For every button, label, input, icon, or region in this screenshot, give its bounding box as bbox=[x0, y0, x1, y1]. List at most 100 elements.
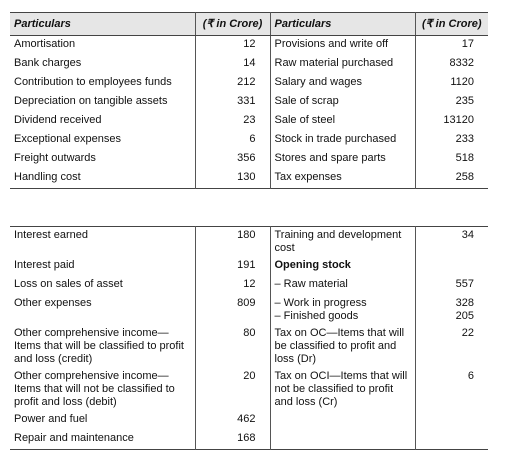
label-cell: Provisions and write off bbox=[270, 35, 416, 55]
row: Interest paid 191 Opening stock bbox=[10, 257, 488, 276]
row: Handling cost 130 Tax expenses 258 bbox=[10, 169, 488, 189]
value-cell: 258 bbox=[415, 169, 488, 189]
label: Sale of steel bbox=[274, 114, 336, 126]
label-cell: Freight outwards bbox=[10, 150, 196, 169]
value-cell: 180 bbox=[195, 226, 271, 257]
value-cell: 328 205 bbox=[415, 295, 488, 325]
value-cell: 12 bbox=[195, 35, 271, 55]
label: Handling cost bbox=[14, 171, 81, 183]
value-cell: 462 bbox=[195, 411, 271, 430]
value: 235 bbox=[455, 95, 474, 107]
label: Other comprehensive income—Items that wi… bbox=[14, 370, 175, 408]
value-cell: 331 bbox=[195, 93, 271, 112]
value: 205 bbox=[455, 310, 474, 322]
row: Dividend received 23 Sale of steel 13120 bbox=[10, 112, 488, 131]
value: 13120 bbox=[443, 114, 474, 126]
value: 212 bbox=[237, 76, 256, 88]
value: 8332 bbox=[449, 57, 474, 69]
row: Contribution to employees funds 212 Salary… bbox=[10, 74, 488, 93]
value-cell: 23 bbox=[195, 112, 271, 131]
label-cell: Repair and maintenance bbox=[10, 430, 196, 450]
label: Dividend received bbox=[14, 114, 102, 126]
header-cell: Particulars bbox=[10, 12, 196, 36]
label: Sale of scrap bbox=[274, 95, 339, 107]
label-cell: Power and fuel bbox=[10, 411, 196, 430]
row: Freight outwards 356 Stores and spare part… bbox=[10, 150, 488, 169]
value-cell: 809 bbox=[195, 295, 271, 325]
value-cell: 80 bbox=[195, 325, 271, 368]
value-cell: 235 bbox=[415, 93, 488, 112]
value: 356 bbox=[237, 152, 256, 164]
value-cell: 20 bbox=[195, 368, 271, 411]
label: Tax on OC—Items that will be classified … bbox=[274, 327, 405, 365]
header-cell: (₹ in Crore) bbox=[415, 12, 488, 36]
value: 23 bbox=[243, 114, 256, 126]
label-cell bbox=[270, 411, 416, 430]
label-cell: Tax expenses bbox=[270, 169, 416, 189]
label-cell: Raw material purchased bbox=[270, 55, 416, 74]
value: 20 bbox=[243, 370, 256, 382]
value-cell: 17 bbox=[415, 36, 488, 56]
value-cell: 168 bbox=[195, 430, 271, 450]
label-cell: Exceptional expenses bbox=[10, 131, 196, 150]
label-cell: Tax on OCI—Items that will not be classi… bbox=[270, 368, 416, 411]
label-cell: Contribution to employees funds bbox=[10, 74, 196, 93]
label: Depreciation on tangible assets bbox=[14, 95, 168, 107]
label-cell: Stores and spare parts bbox=[270, 150, 416, 169]
value: 12 bbox=[243, 38, 256, 50]
label: – Raw material bbox=[274, 278, 348, 290]
value: 462 bbox=[237, 413, 256, 425]
value: 258 bbox=[455, 171, 474, 183]
value: 557 bbox=[455, 278, 474, 290]
label: Raw material purchased bbox=[274, 57, 394, 69]
label: Opening stock bbox=[274, 259, 351, 271]
value: 22 bbox=[461, 327, 474, 339]
value-cell bbox=[415, 257, 488, 276]
label-cell: Stock in trade purchased bbox=[270, 131, 416, 150]
label: Interest earned bbox=[14, 229, 88, 241]
row: Depreciation on tangible assets 331 Sale o… bbox=[10, 93, 488, 112]
label: Other comprehensive income—Items that wi… bbox=[14, 327, 184, 365]
value: 331 bbox=[237, 95, 256, 107]
label: Exceptional expenses bbox=[14, 133, 122, 145]
label: Tax on OCI—Items that will not be classi… bbox=[274, 370, 408, 408]
value: 328 bbox=[455, 297, 474, 309]
value-cell: 1120 bbox=[415, 74, 488, 93]
value: 34 bbox=[461, 229, 474, 241]
row: Interest earned 180 Training and developme… bbox=[10, 226, 488, 257]
value: 130 bbox=[237, 171, 256, 183]
value-cell: 356 bbox=[195, 150, 271, 169]
value-cell: 6 bbox=[195, 131, 271, 150]
row: Amortisation 12 Provisions and write off 17 bbox=[10, 35, 488, 56]
row: Loss on sales of asset 12 – Raw material 55… bbox=[10, 276, 488, 295]
value: 6 bbox=[249, 133, 256, 145]
value-cell: 14 bbox=[195, 55, 271, 74]
label: Salary and wages bbox=[274, 76, 362, 88]
label-cell: Interest paid bbox=[10, 257, 196, 276]
label-cell: Opening stock bbox=[270, 257, 416, 276]
label-cell: Depreciation on tangible assets bbox=[10, 93, 196, 112]
label-cell: Dividend received bbox=[10, 112, 196, 131]
table-top: Particulars (₹ in Crore) Particulars (₹ … bbox=[10, 12, 488, 189]
label-cell: Tax on OC—Items that will be classified … bbox=[270, 325, 416, 368]
label-cell: Sale of scrap bbox=[270, 93, 416, 112]
value: 17 bbox=[461, 38, 474, 50]
label-cell: Amortisation bbox=[10, 35, 196, 55]
value-cell: 191 bbox=[195, 257, 271, 276]
value-cell: 518 bbox=[415, 150, 488, 169]
value: 168 bbox=[237, 432, 256, 444]
value: 6 bbox=[467, 370, 474, 382]
value-cell: 8332 bbox=[415, 55, 488, 74]
value: 1120 bbox=[450, 76, 474, 88]
value-cell: 233 bbox=[415, 131, 488, 150]
label-cell: Other comprehensive income—Items that wi… bbox=[10, 368, 196, 411]
label-cell: – Work in progress – Finished goods bbox=[270, 295, 416, 325]
value-cell: 212 bbox=[195, 74, 271, 93]
label-cell: Training and development cost bbox=[270, 226, 416, 257]
value: 809 bbox=[237, 297, 256, 309]
value-cell: 22 bbox=[415, 325, 488, 368]
row: Other expenses 809 – Work in progress – Fin… bbox=[10, 295, 488, 325]
label: Amortisation bbox=[14, 38, 76, 50]
label: – Work in progress bbox=[274, 297, 367, 309]
